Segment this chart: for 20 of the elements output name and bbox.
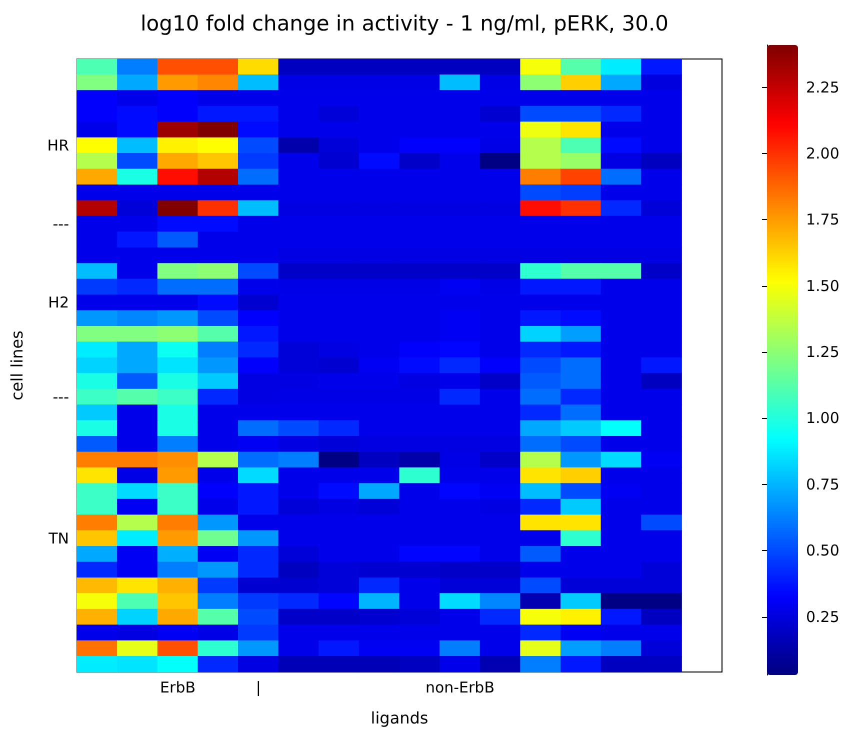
y-tick-label: TN (48, 529, 69, 548)
y-tick-label: --- (52, 388, 69, 406)
x-axis-title: ligands (370, 708, 428, 728)
color-bar-label: 0.25 (806, 608, 840, 626)
color-bar-label: 0.50 (806, 542, 840, 560)
y-axis-title: cell lines (8, 330, 26, 400)
x-tick-label: ErbB (160, 678, 196, 696)
color-bar-label: 1.75 (806, 210, 840, 229)
color-bar-label: 1.50 (806, 276, 840, 295)
y-tick-label: H2 (48, 294, 69, 312)
x-tick-label: non-ErbB (425, 678, 494, 696)
color-bar-label: 2.00 (806, 144, 840, 163)
y-tick-label: HR (47, 136, 69, 154)
color-bar-label: 0.75 (806, 475, 840, 494)
color-bar-label: 1.00 (806, 409, 840, 428)
y-tick-label: --- (52, 215, 69, 234)
x-tick-label: | (256, 678, 261, 696)
color-bar-label: 1.25 (806, 343, 840, 362)
chart-title: log10 fold change in activity - 1 ng/ml, pERK, 30.0 (140, 12, 669, 36)
color-bar-label: 2.25 (806, 78, 840, 96)
